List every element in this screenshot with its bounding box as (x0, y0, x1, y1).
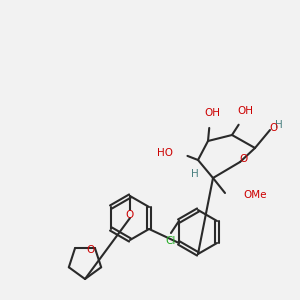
Text: O: O (126, 210, 134, 220)
Text: OH: OH (204, 108, 220, 118)
Text: Cl: Cl (166, 236, 176, 246)
Text: O: O (87, 245, 95, 255)
Text: O: O (239, 154, 247, 164)
Text: H: H (191, 169, 199, 179)
Text: OMe: OMe (243, 190, 266, 200)
Text: O: O (269, 123, 277, 133)
Text: OH: OH (237, 106, 253, 116)
Text: HO: HO (157, 148, 173, 158)
Text: H: H (275, 120, 283, 130)
